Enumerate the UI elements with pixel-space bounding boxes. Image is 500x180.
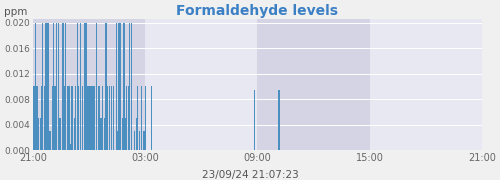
Bar xyxy=(96,22,98,150)
Title: Formaldehyde levels: Formaldehyde levels xyxy=(176,4,338,18)
Bar xyxy=(140,87,142,150)
Bar xyxy=(93,87,95,150)
Bar xyxy=(70,144,71,150)
Bar xyxy=(49,131,51,150)
Bar xyxy=(278,90,280,150)
Bar xyxy=(87,87,88,150)
Bar xyxy=(118,22,120,150)
Bar xyxy=(104,118,106,150)
Bar xyxy=(33,19,145,150)
Bar xyxy=(53,22,54,150)
Bar xyxy=(82,87,84,150)
Bar xyxy=(126,87,127,150)
Bar xyxy=(65,22,66,150)
Bar xyxy=(60,118,62,150)
Bar xyxy=(72,87,73,150)
Bar xyxy=(143,131,144,150)
Bar xyxy=(130,22,132,150)
Bar xyxy=(42,22,43,150)
Bar xyxy=(370,19,482,150)
Bar xyxy=(110,87,112,150)
Bar xyxy=(38,118,39,150)
Bar xyxy=(120,22,122,150)
Bar xyxy=(56,22,58,150)
Bar xyxy=(47,22,48,150)
Bar xyxy=(68,87,70,150)
Bar xyxy=(62,22,64,150)
Bar xyxy=(98,87,100,150)
Bar xyxy=(78,87,79,150)
Bar xyxy=(145,19,258,150)
Bar xyxy=(108,87,110,150)
Bar xyxy=(88,87,90,150)
Bar xyxy=(36,87,38,150)
Bar xyxy=(151,87,152,150)
Bar xyxy=(124,118,126,150)
Bar xyxy=(128,87,129,150)
Bar xyxy=(41,87,42,150)
Bar xyxy=(136,118,137,150)
Bar xyxy=(129,22,130,150)
Bar xyxy=(134,131,135,150)
Bar xyxy=(92,87,93,150)
Bar xyxy=(254,90,255,150)
Bar xyxy=(86,22,87,150)
Bar xyxy=(145,87,146,150)
Bar xyxy=(66,87,68,150)
Text: ppm: ppm xyxy=(4,7,27,17)
Bar xyxy=(115,87,116,150)
Bar xyxy=(132,87,134,150)
Text: 23/09/24 21:07:23: 23/09/24 21:07:23 xyxy=(202,170,298,180)
Bar xyxy=(100,118,102,150)
Bar xyxy=(80,22,82,150)
Bar xyxy=(77,22,78,150)
Bar xyxy=(48,22,49,150)
Bar xyxy=(106,87,108,150)
Bar xyxy=(54,87,56,150)
Bar xyxy=(102,87,104,150)
Bar xyxy=(40,118,41,150)
Bar xyxy=(84,22,86,150)
Bar xyxy=(258,19,370,150)
Bar xyxy=(90,87,92,150)
Bar xyxy=(44,87,45,150)
Bar xyxy=(139,131,140,150)
Bar xyxy=(74,118,76,150)
Bar xyxy=(45,22,47,150)
Bar xyxy=(33,87,34,150)
